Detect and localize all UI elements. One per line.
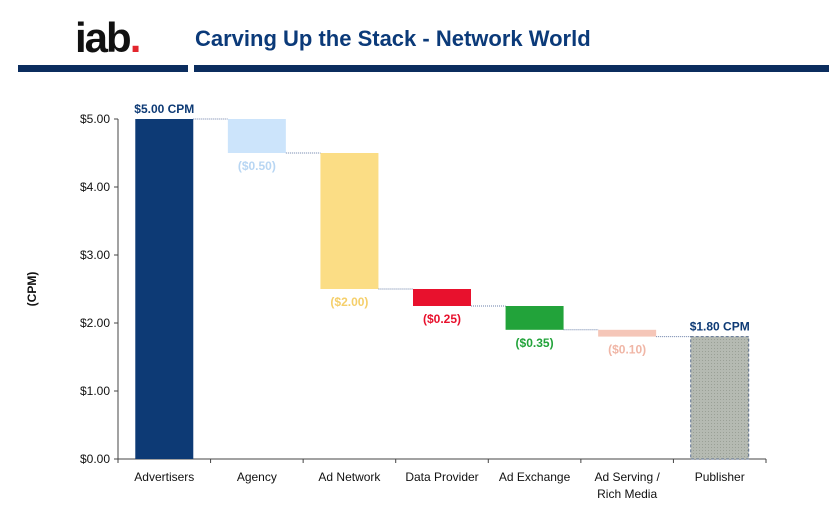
y-tick-label: $4.00 <box>80 180 110 194</box>
y-tick-label: $5.00 <box>80 112 110 126</box>
logo-text: iab <box>75 14 132 61</box>
y-axis-label: (CPM) <box>25 272 39 307</box>
x-tick-label: Advertisers <box>134 470 194 484</box>
data-label: $1.80 CPM <box>690 320 750 334</box>
logo-dot: . <box>129 14 142 61</box>
data-label: ($0.35) <box>516 336 554 350</box>
x-tick-label: Ad Network <box>318 470 381 484</box>
bar-agency <box>227 119 286 153</box>
y-tick-label: $3.00 <box>80 248 110 262</box>
bar-publisher <box>690 336 750 460</box>
header-rule-right <box>194 65 829 72</box>
data-label: ($0.25) <box>423 312 461 326</box>
y-tick-label: $2.00 <box>80 316 110 330</box>
page-title: Carving Up the Stack - Network World <box>195 26 591 51</box>
x-tick-label: Data Provider <box>405 470 478 484</box>
data-label: ($2.00) <box>330 295 368 309</box>
bar-advertisers <box>135 119 194 459</box>
data-label: $5.00 CPM <box>134 102 194 116</box>
x-tick-label: Ad Exchange <box>499 470 571 484</box>
bar-ad-network <box>320 153 379 289</box>
y-tick-label: $1.00 <box>80 384 110 398</box>
iab-logo: iab. <box>75 14 142 62</box>
x-tick-label: Agency <box>237 470 277 484</box>
bar-ad-exchange <box>505 306 564 330</box>
bar-data-provider <box>413 289 471 306</box>
bar-ad-serving-rich-media <box>598 329 657 337</box>
x-tick-label: Ad Serving / <box>594 470 660 484</box>
data-label: ($0.10) <box>608 343 646 357</box>
x-tick-label: Rich Media <box>597 487 657 501</box>
y-tick-label: $0.00 <box>80 452 110 466</box>
header-rule-left <box>18 65 188 72</box>
x-tick-label: Publisher <box>695 470 745 484</box>
data-label: ($0.50) <box>238 159 276 173</box>
